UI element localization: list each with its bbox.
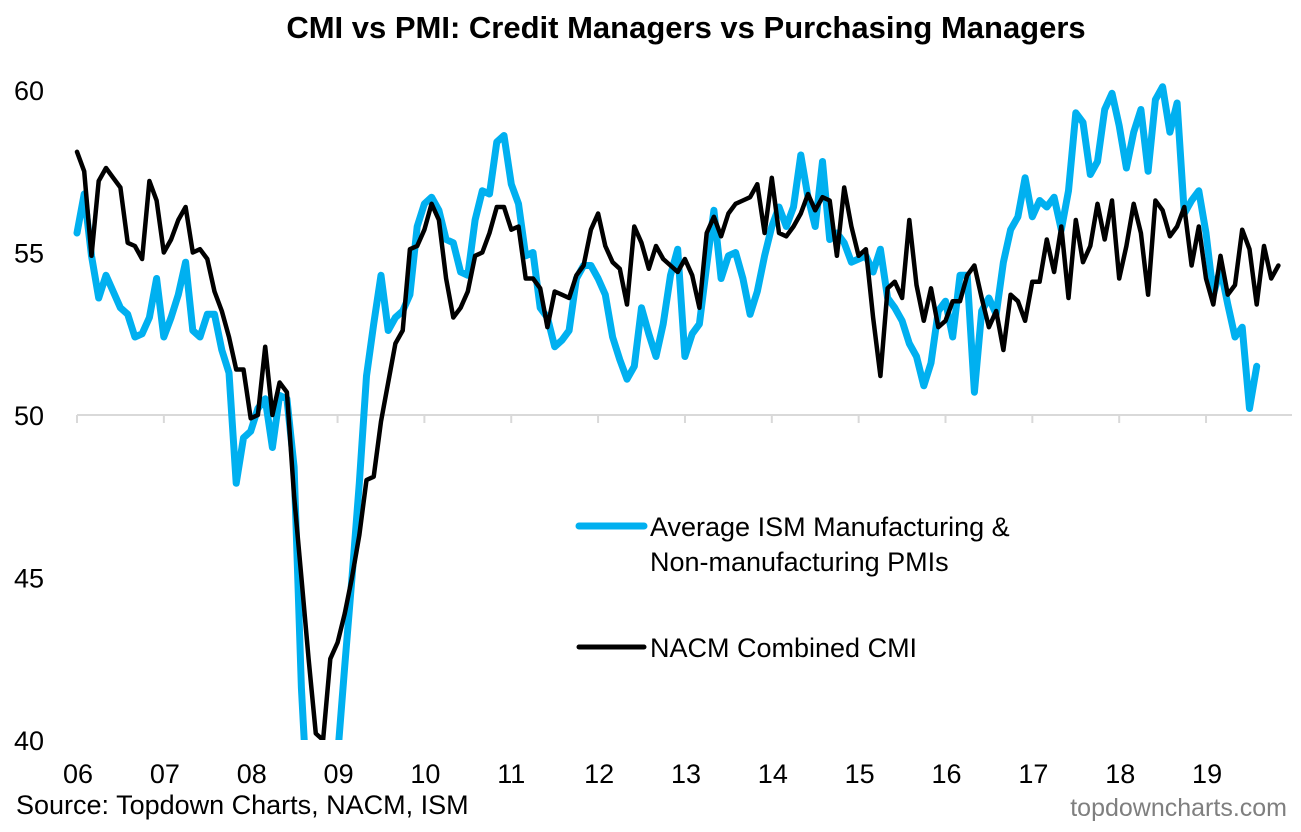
x-tick-label: 06	[63, 759, 93, 789]
legend-label-pmi: Average ISM Manufacturing &	[650, 512, 1010, 542]
x-tick-label: 11	[497, 759, 525, 789]
watermark: topdowncharts.com	[1070, 794, 1287, 822]
x-tick-label: 18	[1105, 759, 1135, 789]
x-axis-tick-labels: 06 07 08 09 10 11 12 13 14 15 16 17 18 19	[63, 759, 1222, 789]
series-line-cmi	[74, 149, 1281, 740]
y-tick-label: 55	[14, 239, 44, 269]
x-tick-label: 16	[932, 759, 962, 789]
x-tick-label: 07	[150, 759, 180, 789]
x-tick-label: 14	[758, 759, 788, 789]
y-tick-label: 45	[14, 564, 44, 594]
y-axis-tick-labels: 40 45 50 55 60	[14, 76, 44, 756]
legend-label-cmi: NACM Combined CMI	[650, 633, 917, 663]
legend: Average ISM Manufacturing & Non-manufactu…	[575, 512, 1010, 663]
x-tick-label: 13	[671, 759, 701, 789]
x-tick-label: 08	[237, 759, 267, 789]
legend-label-pmi-line2: Non-manufacturing PMIs	[650, 547, 949, 577]
source-note: Source: Topdown Charts, NACM, ISM	[16, 790, 469, 820]
series-lines	[73, 83, 1281, 740]
y-tick-label: 40	[14, 726, 44, 756]
x-tick-label: 17	[1018, 759, 1048, 789]
series-line-pmi	[73, 83, 1261, 740]
x-tick-label: 12	[584, 759, 614, 789]
y-tick-label: 50	[14, 401, 44, 431]
x-tick-label: 09	[324, 759, 354, 789]
x-tick-label: 15	[845, 759, 875, 789]
x-tick-label: 19	[1192, 759, 1222, 789]
y-tick-label: 60	[14, 76, 44, 106]
x-tick-label: 10	[410, 759, 440, 789]
chart-title: CMI vs PMI: Credit Managers vs Purchasin…	[286, 10, 1086, 45]
